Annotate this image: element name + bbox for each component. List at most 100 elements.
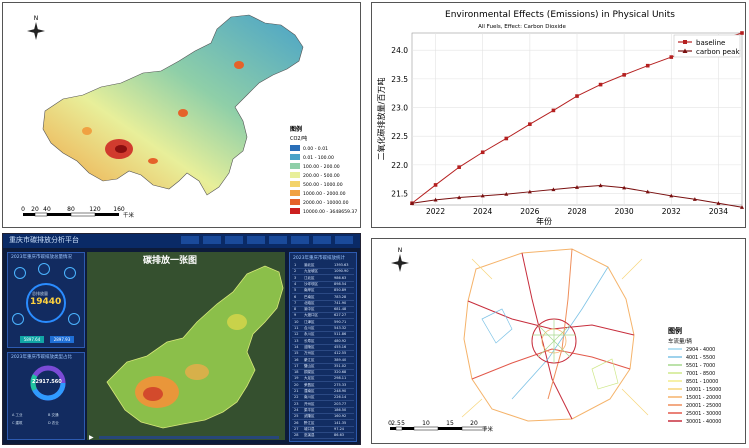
category-bubble[interactable] xyxy=(14,267,26,279)
table-row[interactable]: 18 铜梁区 320.68 xyxy=(292,370,354,377)
legend-item-label: 1000.00 - 2000.00 xyxy=(303,191,346,197)
table-row[interactable]: 10 江津区 590.71 xyxy=(292,320,354,326)
scale-tick-label: 5 xyxy=(401,420,405,427)
urban-hotspot xyxy=(178,109,188,117)
total-value: 19440 xyxy=(30,297,62,307)
table-row[interactable]: 8 渝中区 681.48 xyxy=(292,307,354,314)
emissions-chart-svg: Environmental Effects (Emissions) in Phy… xyxy=(376,10,744,226)
table-cell-val: 850.89 xyxy=(334,288,347,293)
donut-legend-item: C 建筑 xyxy=(12,421,23,425)
nav-tab[interactable] xyxy=(181,236,199,244)
legend-item-label: 10000.00 - 3648659.37 xyxy=(303,209,357,215)
table-cell-rank: 1 xyxy=(294,263,297,267)
y-tick-label: 24.0 xyxy=(391,46,408,55)
legend-swatch xyxy=(290,181,300,187)
play-icon[interactable]: ▶ xyxy=(89,434,94,441)
table-row[interactable]: 16 綦江区 389.40 xyxy=(292,358,354,364)
table-row[interactable]: 26 黔江区 141.35 xyxy=(292,421,354,427)
table-row[interactable]: 2 九龙坡区 1090.90 xyxy=(292,269,354,276)
carbon-peak-point xyxy=(622,185,627,190)
y-axis-label: 二氧化碳排放量/百万吨 xyxy=(376,78,386,161)
table-row[interactable]: 28 巫溪县 86.63 xyxy=(292,433,354,440)
table-row[interactable]: 19 大足区 298.11 xyxy=(292,376,354,383)
baseline-point xyxy=(551,108,556,113)
baseline-point xyxy=(457,165,461,169)
legend-item-label: 25001 - 30000 xyxy=(686,411,721,417)
north-arrow-icon: N xyxy=(391,247,409,272)
table-cell-val: 412.55 xyxy=(334,351,347,356)
emissions-chart-panel: Environmental Effects (Emissions) in Phy… xyxy=(371,2,746,228)
category-bubble[interactable] xyxy=(38,263,50,275)
table-row[interactable]: 15 万州区 412.55 xyxy=(292,351,354,358)
baseline-legend-marker xyxy=(683,40,687,44)
baseline-point xyxy=(598,82,603,87)
scale-tick-label: 0 xyxy=(21,206,25,213)
table-cell-val: 351.02 xyxy=(334,363,347,368)
category-bubble[interactable] xyxy=(64,267,76,279)
scale-bar: 0 2.5 5 10 15 20 千米 xyxy=(388,420,493,433)
y-tick-label: 22.0 xyxy=(391,161,408,170)
table-row[interactable]: 22 南川区 226.14 xyxy=(292,395,354,402)
nav-tab[interactable] xyxy=(225,236,243,244)
table-row[interactable]: 17 璧山区 351.02 xyxy=(292,364,354,370)
dashboard-nav xyxy=(181,236,353,244)
nav-tab[interactable] xyxy=(203,236,221,244)
table-cell-name: 南川区 xyxy=(304,395,315,400)
table-row[interactable]: 24 梁平区 186.50 xyxy=(292,408,354,414)
table-row[interactable]: 6 巴南区 783.28 xyxy=(292,295,354,301)
legend-series-0: baseline xyxy=(696,39,725,47)
table-cell-name: 璧山区 xyxy=(304,363,315,368)
scale-tick-label: 20 xyxy=(31,206,39,213)
table-row[interactable]: 1 渝北区 1393.63 xyxy=(292,263,354,269)
chart-legend: baseline carbon peak xyxy=(673,34,740,58)
table-row[interactable]: 13 长寿区 480.92 xyxy=(292,339,354,345)
table-row[interactable]: 7 北碚区 741.90 xyxy=(292,301,354,307)
table-cell-rank: 20 xyxy=(294,382,299,387)
table-row[interactable]: 20 荣昌区 275.33 xyxy=(292,383,354,389)
table-row[interactable]: 27 城口县 97.24 xyxy=(292,427,354,433)
timeline-slider[interactable] xyxy=(99,436,279,439)
category-bubble[interactable] xyxy=(12,313,24,325)
table-cell-val: 480.92 xyxy=(334,338,347,343)
nav-tab[interactable] xyxy=(269,236,287,244)
table-cell-name: 梁平区 xyxy=(304,407,315,412)
legend-series-1: carbon peak xyxy=(696,48,740,56)
nav-tab[interactable] xyxy=(313,236,331,244)
table-cell-name: 城口县 xyxy=(304,426,315,431)
x-tick-label: 2028 xyxy=(567,207,586,216)
table-row[interactable]: 25 武隆区 160.92 xyxy=(292,414,354,421)
table-row[interactable]: 5 南岸区 850.89 xyxy=(292,288,354,295)
nav-tab[interactable] xyxy=(291,236,309,244)
map-title: 碳排放一张图 xyxy=(143,256,198,266)
table-cell-name: 永川区 xyxy=(304,332,315,337)
nav-tab[interactable] xyxy=(335,236,353,244)
badge-right[interactable]: 2897.93 xyxy=(50,336,74,343)
heat-zone xyxy=(185,364,209,380)
table-row[interactable]: 12 永川区 511.86 xyxy=(292,332,354,339)
badge-left[interactable]: 5897.64 xyxy=(20,336,44,343)
scale-tick-label: 2.5 xyxy=(391,420,401,427)
carbon-peak-point xyxy=(740,205,744,209)
table-cell-name: 涪陵区 xyxy=(304,344,315,349)
table-row[interactable]: 23 开州区 203.77 xyxy=(292,402,354,408)
table-row[interactable]: 3 江北区 986.63 xyxy=(292,276,354,282)
table-row[interactable]: 4 沙坪坝区 898.54 xyxy=(292,282,354,288)
legend-title: 图例 xyxy=(290,125,302,133)
traffic-legend: 图例 车流量/辆 2904 - 4000 4001 - 5500 5501 - 70… xyxy=(668,326,721,425)
legend-unit: 车流量/辆 xyxy=(668,337,692,345)
urban-hotspot xyxy=(82,127,92,135)
total-emission-box: 2023年重庆市碳排放总量情况 总排放量 19440 5897.64 2897.… xyxy=(7,252,85,348)
table-cell-val: 1090.90 xyxy=(334,269,349,274)
dashboard-map[interactable] xyxy=(87,252,285,440)
dashboard-title: 重庆市碳排放分析平台 xyxy=(9,236,79,244)
table-row[interactable]: 11 合川区 543.32 xyxy=(292,326,354,332)
nav-tab[interactable] xyxy=(247,236,265,244)
table-cell-name: 巴南区 xyxy=(304,294,315,299)
table-row[interactable]: 14 涪陵区 455.16 xyxy=(292,345,354,351)
table-cell-val: 590.71 xyxy=(334,319,347,324)
baseline-point xyxy=(480,150,485,155)
table-row[interactable]: 21 潼南区 248.90 xyxy=(292,389,354,395)
table-cell-val: 186.50 xyxy=(334,407,347,412)
category-bubble[interactable] xyxy=(68,313,80,325)
table-row[interactable]: 9 大渡口区 627.27 xyxy=(292,313,354,320)
